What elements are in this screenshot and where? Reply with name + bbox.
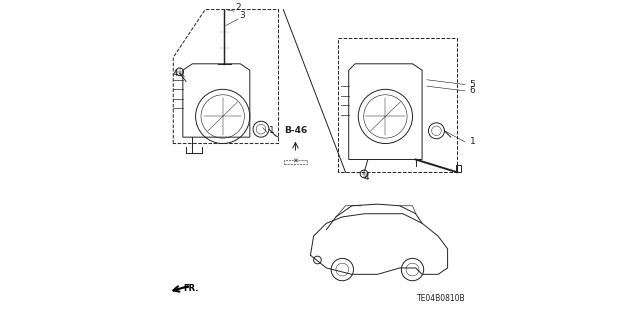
Text: 3: 3 <box>239 11 245 20</box>
Text: 4: 4 <box>364 173 369 182</box>
Bar <box>456 165 461 172</box>
Text: ✕: ✕ <box>292 158 298 164</box>
Text: B-46: B-46 <box>284 126 307 135</box>
Text: 6: 6 <box>470 86 476 95</box>
Text: 5: 5 <box>470 80 476 89</box>
Text: 2: 2 <box>236 4 241 12</box>
Text: FR.: FR. <box>183 284 198 293</box>
Text: TE04B0810B: TE04B0810B <box>417 294 465 303</box>
Text: 4: 4 <box>173 69 179 78</box>
Text: 1: 1 <box>269 126 275 135</box>
Text: 1: 1 <box>470 137 476 146</box>
